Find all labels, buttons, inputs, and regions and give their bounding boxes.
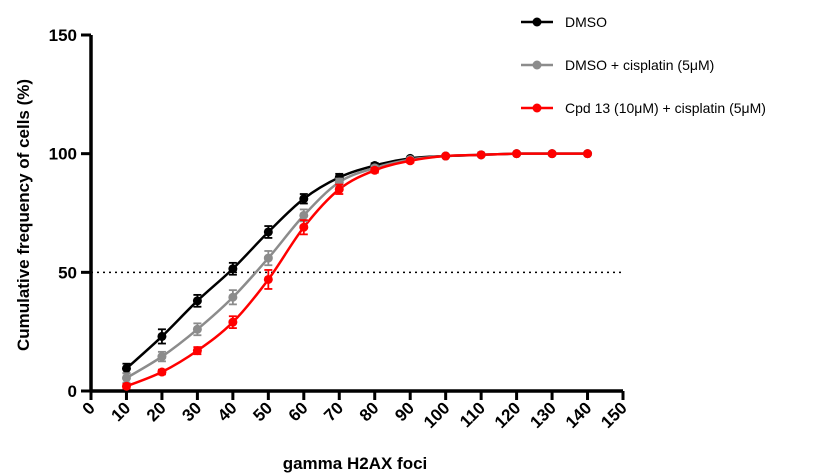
series-curve	[125, 152, 588, 370]
x-tick-label: 10	[107, 398, 134, 425]
data-point	[512, 149, 522, 159]
data-point	[121, 373, 131, 383]
data-point	[121, 381, 131, 391]
x-tick-label: 130	[526, 398, 559, 431]
x-tick-label: 70	[320, 398, 347, 425]
x-tick-label: 80	[356, 398, 383, 425]
legend-swatch-marker	[532, 103, 542, 113]
legend: DMSO DMSO + cisplatin (5μM) Cpd 13 (10μM) …	[521, 14, 766, 116]
y-tick-label: 100	[49, 145, 77, 164]
data-point	[263, 227, 273, 237]
data-point	[121, 363, 131, 373]
data-point	[299, 210, 309, 220]
x-tick-label: 150	[597, 398, 630, 431]
data-point	[192, 296, 202, 306]
data-point	[299, 222, 309, 232]
legend-label: DMSO	[565, 14, 607, 30]
x-tick-label: 40	[214, 398, 241, 425]
y-tick-label: 150	[49, 26, 77, 45]
legend-label: Cpd 13 (10μM) + cisplatin (5μM)	[565, 100, 766, 116]
x-axis-title: gamma H2AX foci	[283, 454, 428, 473]
data-point	[228, 317, 238, 327]
data-point	[441, 151, 451, 161]
data-points	[121, 149, 593, 391]
data-point	[192, 324, 202, 334]
x-tick-label: 90	[391, 398, 418, 425]
x-tick-label: 60	[285, 398, 312, 425]
data-point	[192, 346, 202, 356]
x-tick-label: 140	[562, 398, 595, 431]
data-point	[157, 331, 167, 341]
x-tick-label: 120	[491, 398, 524, 431]
data-point	[263, 274, 273, 284]
x-tick-label: 50	[249, 398, 276, 425]
y-tick-label: 0	[68, 382, 77, 401]
legend-label: DMSO + cisplatin (5μM)	[565, 57, 714, 73]
data-point	[228, 292, 238, 302]
x-tick-label: 20	[143, 398, 170, 425]
legend-swatch-marker	[532, 60, 542, 70]
data-point	[228, 264, 238, 274]
data-point	[370, 165, 380, 175]
x-tick-label: 0	[79, 398, 99, 418]
legend-swatch-marker	[532, 17, 542, 27]
data-point	[405, 156, 415, 166]
x-tick-label: 100	[420, 398, 453, 431]
data-point	[547, 149, 557, 159]
data-point	[583, 149, 593, 159]
data-point	[476, 150, 486, 160]
x-tick-label: 30	[178, 398, 205, 425]
data-point	[157, 352, 167, 362]
series-curve	[125, 152, 588, 380]
data-point	[157, 367, 167, 377]
x-tick-label: 110	[456, 398, 489, 431]
data-point	[334, 184, 344, 194]
y-tick-label: 50	[58, 263, 77, 282]
y-axis-title: Cumulative frequency of cells (%)	[14, 79, 33, 351]
data-point	[299, 194, 309, 204]
data-point	[263, 253, 273, 263]
